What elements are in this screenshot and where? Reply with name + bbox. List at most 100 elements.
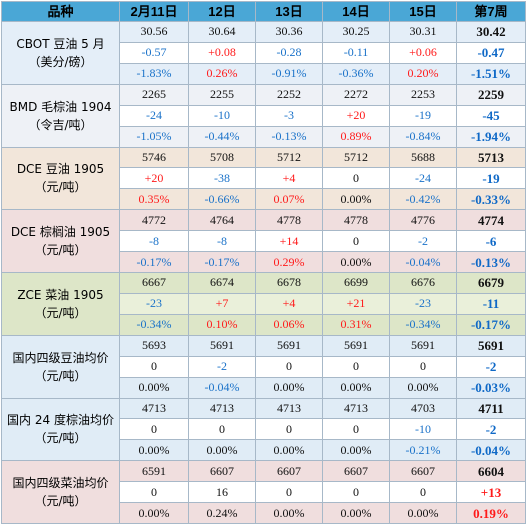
table-cell: 5708	[188, 146, 256, 169]
table-cell: 2255	[188, 83, 256, 106]
table-cell: 4778	[322, 209, 390, 232]
header-row: 品种 2月11日 12日 13日 14日 15日 第7周	[1, 1, 526, 22]
table-row: CBOT 豆油 5 月（美分/磅） 30.56 30.64 30.36 30.25 30.…	[1, 21, 526, 85]
table-cell: -24	[119, 104, 189, 127]
table-row: BMD 毛棕油 1904 （令吉/吨） 2265 2255 2252 2272 2253 22…	[1, 83, 526, 148]
table-cell: 30.36	[255, 21, 323, 43]
table-cell: -23	[119, 292, 189, 315]
week-cell: -0.03%	[456, 376, 526, 399]
commodity-unit: （令吉/吨）	[28, 117, 93, 132]
table-cell: +4	[255, 167, 323, 190]
table-cell: 0.89%	[322, 125, 390, 148]
table-row: 0 0 0 0 -10 -2	[2, 418, 526, 441]
table-cell: -8	[119, 230, 189, 253]
commodity-label: CBOT 豆油 5 月	[16, 36, 105, 51]
table-cell: 6699	[322, 272, 390, 294]
table-row: 0.35% -0.66% 0.07% 0.00% -0.42% -0.33%	[2, 188, 526, 211]
table-cell: 30.56	[119, 21, 189, 43]
table-row: ZCE 菜油 1905 （元/吨） 6667 6674 6678 6699 6676 6679	[1, 272, 526, 336]
table-cell: 0.26%	[188, 62, 256, 85]
week-cell: -45	[456, 104, 526, 127]
table-cell: 0.24%	[188, 502, 256, 524]
table-row: 0.00% 0.00% 0.00% 0.00% -0.21% -0.04%	[2, 439, 526, 462]
table-cell: -2	[389, 230, 457, 253]
table-cell: +14	[255, 230, 323, 253]
table-cell: 0	[119, 418, 189, 441]
table-row: -0.17% -0.17% 0.29% 0.00% -0.04% -0.13%	[2, 251, 526, 273]
table-cell: -0.17%	[119, 251, 189, 273]
table-cell: 6676	[389, 272, 457, 294]
commodity-label: 国内四级豆油均价	[12, 350, 109, 365]
table-row: 国内四级豆油均价 （元/吨） 5693 5691 5691 5691 5691 5691	[1, 334, 526, 399]
week-cell: 4774	[456, 209, 526, 232]
table-cell: 5691	[389, 334, 457, 357]
table-cell: +20	[119, 167, 189, 190]
table-cell: -0.34%	[389, 313, 457, 336]
table-cell: 0	[119, 481, 189, 504]
table-cell: 5712	[322, 146, 390, 169]
table-cell: 0.00%	[119, 376, 189, 399]
commodity-name: ZCE 菜油 1905 （元/吨）	[1, 272, 120, 336]
commodity-block: ZCE 菜油 1905 （元/吨） 6667 6674 6678 6699 6676 6679…	[1, 272, 526, 336]
week-cell: 30.42	[456, 21, 526, 43]
table-cell: -0.28	[255, 41, 323, 64]
table-cell: 5746	[119, 146, 189, 169]
table-row: -0.34% 0.10% 0.06% 0.31% -0.34% -0.17%	[2, 313, 526, 336]
table-row: -24 -10 -3 +20 -19 -45	[2, 104, 526, 127]
table-cell: 2253	[389, 83, 457, 106]
table-cell: 0	[322, 418, 390, 441]
commodity-block: 国内 24 度棕油均价 （元/吨） 4713 4713 4713 4713 4703 4711…	[1, 397, 526, 462]
table-cell: 0.00%	[119, 439, 189, 462]
commodity-block: 国内四级豆油均价 （元/吨） 5693 5691 5691 5691 5691 5691 0 -2…	[1, 334, 526, 399]
table-row: 0.00% 0.24% 0.00% 0.00% 0.00% 0.19%	[2, 502, 526, 524]
week-cell: -1.51%	[456, 62, 526, 85]
table-row: +20 -38 +4 0 -24 -19	[2, 167, 526, 190]
table-cell: -0.84%	[389, 125, 457, 148]
table-cell: +7	[188, 292, 256, 315]
week-cell: 5691	[456, 334, 526, 357]
commodity-unit: （美分/磅）	[28, 54, 93, 69]
table-cell: 4713	[255, 397, 323, 420]
week-cell: -19	[456, 167, 526, 190]
table-row: 国内四级菜油均价 （元/吨） 6591 6607 6607 6607 6607 6604	[1, 460, 526, 524]
table-cell: 0.00%	[322, 439, 390, 462]
table-cell: 0	[255, 481, 323, 504]
table-cell: 0.00%	[322, 502, 390, 524]
header-date: 15日	[389, 1, 457, 22]
table-cell: -0.36%	[322, 62, 390, 85]
table-cell: 6667	[119, 272, 189, 294]
table-cell: 30.25	[322, 21, 390, 43]
commodity-unit: （元/吨）	[34, 305, 87, 320]
week-cell: 0.19%	[456, 502, 526, 524]
table-cell: 6607	[389, 460, 457, 483]
table-row: -1.05% -0.44% -0.13% 0.89% -0.84% -1.94%	[2, 125, 526, 148]
header-date: 13日	[255, 1, 323, 22]
table-cell: 0	[119, 355, 189, 378]
commodity-label: 国内四级菜油均价	[12, 476, 109, 491]
table-cell: 2252	[255, 83, 323, 106]
week-cell: -2	[456, 355, 526, 378]
table-cell: 0.29%	[255, 251, 323, 273]
table-cell: -0.17%	[188, 251, 256, 273]
header-date: 2月11日	[119, 1, 189, 22]
table-cell: 5712	[255, 146, 323, 169]
week-cell: -6	[456, 230, 526, 253]
table-cell: 4713	[188, 397, 256, 420]
table-cell: 0.00%	[322, 188, 390, 211]
table-row: -8 -8 +14 0 -2 -6	[2, 230, 526, 253]
week-cell: 2259	[456, 83, 526, 106]
table-cell: 0.00%	[255, 502, 323, 524]
table-row: -23 +7 +4 +21 -23 -11	[2, 292, 526, 315]
week-cell: 6604	[456, 460, 526, 483]
table-cell: -1.83%	[119, 62, 189, 85]
table-cell: 6674	[188, 272, 256, 294]
table-row: -1.83% 0.26% -0.91% -0.36% 0.20% -1.51%	[2, 62, 526, 85]
table-cell: +0.08	[188, 41, 256, 64]
table-cell: 2265	[119, 83, 189, 106]
table-cell: 0.10%	[188, 313, 256, 336]
commodity-unit: （元/吨）	[34, 494, 87, 509]
table-cell: 5691	[322, 334, 390, 357]
week-cell: -11	[456, 292, 526, 315]
table-cell: -1.05%	[119, 125, 189, 148]
week-cell: -2	[456, 418, 526, 441]
